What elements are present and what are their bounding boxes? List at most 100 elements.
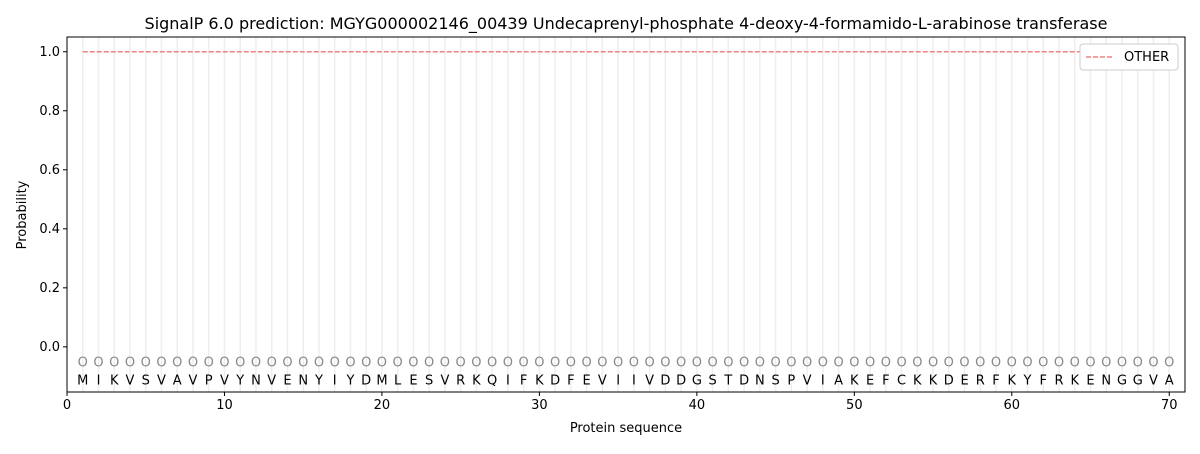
residue-label-41: S [708, 373, 716, 388]
residue-label-4: V [126, 373, 135, 388]
prediction-label-63: O [1054, 356, 1064, 371]
residue-label-15: N [298, 373, 308, 388]
prediction-label-42: O [723, 356, 733, 371]
residue-label-14: E [283, 373, 291, 388]
prediction-label-38: O [660, 356, 670, 371]
x-axis-label: Protein sequence [570, 421, 682, 436]
x-tick-label: 60 [1004, 398, 1021, 413]
prediction-label-11: O [235, 356, 245, 371]
prediction-label-22: O [408, 356, 418, 371]
prediction-label-31: O [550, 356, 560, 371]
x-tick-label: 50 [846, 398, 863, 413]
residue-label-50: K [850, 373, 859, 388]
prediction-label-56: O [944, 356, 954, 371]
prediction-label-61: O [1022, 356, 1032, 371]
residue-label-23: S [425, 373, 433, 388]
residue-label-16: Y [314, 373, 323, 388]
residue-label-33: E [583, 373, 591, 388]
residue-label-63: R [1055, 373, 1064, 388]
y-tick-label: 0.0 [39, 340, 60, 355]
residue-label-27: Q [487, 373, 497, 388]
prediction-label-9: O [204, 356, 214, 371]
legend-label-other: OTHER [1124, 50, 1169, 65]
residue-label-17: I [333, 373, 337, 388]
prediction-label-29: O [519, 356, 529, 371]
prediction-label-15: O [298, 356, 308, 371]
residue-label-25: R [456, 373, 465, 388]
y-tick-label: 0.2 [39, 281, 60, 296]
y-tick-label: 0.6 [39, 163, 60, 178]
prediction-label-25: O [456, 356, 466, 371]
residue-label-6: V [157, 373, 166, 388]
residue-label-66: N [1101, 373, 1111, 388]
residue-label-5: S [142, 373, 150, 388]
y-tick-label: 1.0 [39, 45, 60, 60]
prediction-label-66: O [1101, 356, 1111, 371]
residue-label-19: D [361, 373, 371, 388]
residue-label-47: V [803, 373, 812, 388]
prediction-label-36: O [629, 356, 639, 371]
prediction-label-37: O [645, 356, 655, 371]
residue-label-13: V [267, 373, 276, 388]
residue-label-62: F [1040, 373, 1047, 388]
prediction-label-6: O [156, 356, 166, 371]
prediction-label-51: O [865, 356, 875, 371]
prediction-label-33: O [582, 356, 592, 371]
residue-label-57: E [960, 373, 968, 388]
residue-label-18: Y [345, 373, 354, 388]
prediction-label-12: O [251, 356, 261, 371]
residue-label-36: I [632, 373, 636, 388]
prediction-label-24: O [440, 356, 450, 371]
prediction-label-8: O [188, 356, 198, 371]
prediction-label-67: O [1117, 356, 1127, 371]
prediction-label-69: O [1148, 356, 1158, 371]
residue-label-24: V [440, 373, 449, 388]
residue-label-9: P [205, 373, 213, 388]
prediction-label-14: O [282, 356, 292, 371]
residue-label-44: N [755, 373, 765, 388]
prediction-label-19: O [361, 356, 371, 371]
residue-label-30: K [535, 373, 544, 388]
prediction-label-53: O [896, 356, 906, 371]
prediction-label-58: O [975, 356, 985, 371]
x-tick-label: 10 [216, 398, 233, 413]
prediction-label-59: O [991, 356, 1001, 371]
residue-label-53: C [897, 373, 906, 388]
residue-label-51: E [866, 373, 874, 388]
prediction-label-40: O [692, 356, 702, 371]
prediction-label-23: O [424, 356, 434, 371]
prediction-label-16: O [314, 356, 324, 371]
residue-label-31: D [550, 373, 560, 388]
residue-label-32: F [567, 373, 574, 388]
y-tick-label: 0.8 [39, 104, 60, 119]
residue-label-59: F [992, 373, 999, 388]
prediction-label-49: O [833, 356, 843, 371]
prediction-label-54: O [912, 356, 922, 371]
prediction-label-45: O [770, 356, 780, 371]
residue-label-3: K [110, 373, 119, 388]
prediction-label-34: O [597, 356, 607, 371]
prediction-label-48: O [818, 356, 828, 371]
legend: OTHER [1079, 43, 1179, 71]
x-tick-label: 40 [689, 398, 706, 413]
residue-label-56: D [944, 373, 954, 388]
prediction-label-10: O [219, 356, 229, 371]
residue-label-28: I [506, 373, 510, 388]
x-tick-label: 30 [531, 398, 548, 413]
residue-label-26: K [472, 373, 481, 388]
prediction-label-27: O [487, 356, 497, 371]
prediction-label-70: O [1164, 356, 1174, 371]
prediction-label-1: O [78, 356, 88, 371]
prediction-label-13: O [267, 356, 277, 371]
prediction-label-28: O [503, 356, 513, 371]
prediction-label-30: O [534, 356, 544, 371]
prediction-label-39: O [676, 356, 686, 371]
residue-label-55: K [929, 373, 938, 388]
prediction-label-18: O [345, 356, 355, 371]
residue-label-21: L [394, 373, 402, 388]
prediction-label-41: O [707, 356, 717, 371]
chart-title: SignalP 6.0 prediction: MGYG000002146_00… [145, 14, 1108, 34]
residue-label-69: V [1149, 373, 1158, 388]
